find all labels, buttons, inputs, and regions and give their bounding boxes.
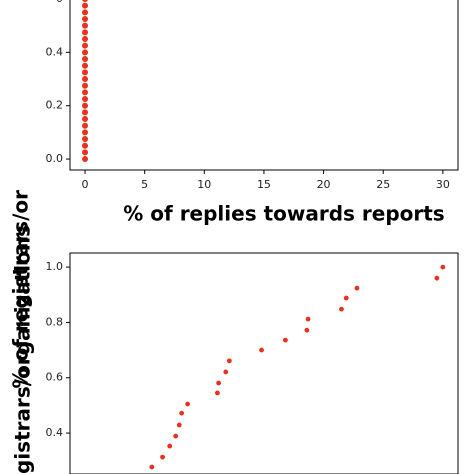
point	[82, 2, 89, 9]
point	[226, 358, 232, 364]
point	[82, 96, 89, 103]
point	[82, 109, 89, 116]
point	[440, 264, 446, 270]
point	[82, 9, 89, 16]
point	[149, 464, 155, 470]
x-tick-label: 15	[257, 178, 271, 191]
x-tick-label: 20	[317, 178, 331, 191]
x-tick-label: 5	[141, 178, 148, 191]
y-axis-label: % of registrars/or	[9, 190, 33, 389]
point	[82, 129, 89, 136]
x-tick-label: 30	[436, 178, 450, 191]
point	[82, 149, 89, 156]
point	[343, 295, 349, 301]
x-axis-label: % of replies towards reports	[123, 202, 444, 226]
y-tick-label: 0.8	[46, 315, 64, 328]
y-tick-label: 0.0	[46, 152, 64, 165]
point	[160, 454, 165, 460]
point	[82, 122, 89, 129]
point	[82, 16, 89, 23]
point	[82, 62, 89, 69]
plot-frame	[69, 0, 459, 171]
point	[82, 116, 89, 123]
point	[179, 410, 185, 416]
point	[354, 285, 360, 291]
point	[82, 142, 89, 149]
point	[82, 56, 89, 63]
point	[82, 36, 89, 43]
point	[82, 0, 88, 2]
point	[185, 401, 191, 407]
x-tick-label: 10	[197, 178, 211, 191]
point	[82, 156, 89, 163]
point	[82, 22, 89, 29]
point	[176, 422, 182, 428]
point	[223, 369, 229, 375]
point	[305, 316, 311, 322]
point	[339, 306, 344, 312]
point	[82, 29, 89, 36]
y-tick-label: 0	[56, 0, 63, 5]
x-tick-label: 25	[376, 178, 390, 191]
point	[82, 49, 89, 56]
point	[82, 76, 89, 83]
point	[173, 433, 179, 439]
point	[215, 390, 220, 396]
point	[283, 337, 288, 343]
point	[167, 443, 173, 449]
point	[82, 89, 89, 96]
point	[82, 136, 89, 143]
point	[304, 327, 310, 333]
point	[82, 69, 89, 76]
y-axis-label: gistrars/organizations	[11, 225, 35, 474]
point	[434, 275, 440, 281]
point	[259, 347, 264, 353]
plot-frame	[69, 252, 459, 474]
y-tick-label: 1.0	[46, 260, 64, 273]
y-tick-label: 0.4	[46, 45, 64, 58]
point	[82, 42, 89, 49]
y-tick-label: 0.4	[46, 426, 64, 439]
point	[82, 82, 89, 89]
x-tick-label: 0	[82, 178, 89, 191]
point	[216, 380, 222, 386]
y-tick-label: 0.6	[46, 371, 64, 384]
point	[82, 102, 89, 109]
y-tick-label: 0.2	[46, 99, 64, 112]
